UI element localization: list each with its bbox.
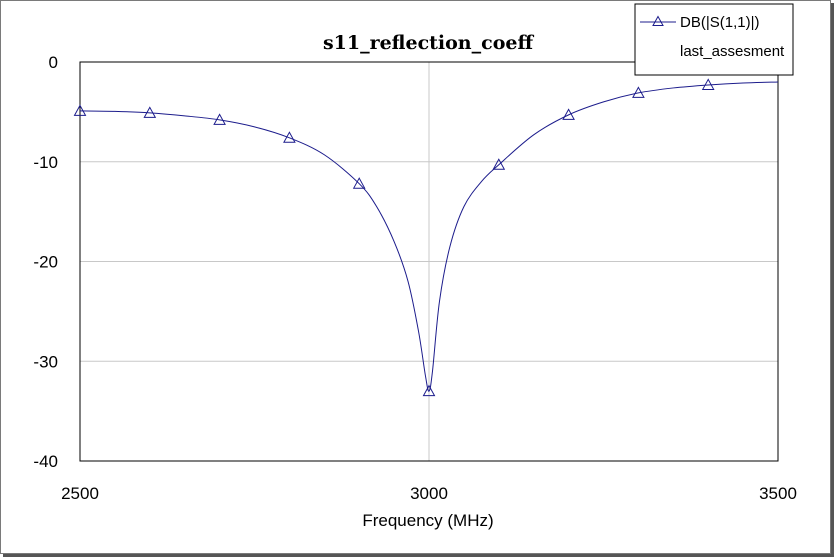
data-point-marker bbox=[701, 78, 715, 90]
series-layer bbox=[73, 78, 779, 397]
plot-area-border bbox=[79, 61, 779, 462]
data-point-marker bbox=[562, 108, 575, 120]
x-tick-label: 3500 bbox=[759, 484, 797, 503]
legend-box bbox=[634, 3, 794, 76]
y-tick-label: -30 bbox=[33, 352, 58, 371]
data-point-marker bbox=[73, 104, 87, 116]
data-point-marker bbox=[352, 177, 366, 189]
data-point-marker bbox=[422, 384, 436, 397]
grid bbox=[80, 62, 778, 461]
y-tick-label: -20 bbox=[33, 253, 58, 272]
data-point-marker bbox=[213, 113, 226, 125]
data-point-marker bbox=[492, 158, 506, 170]
data-point-marker bbox=[143, 106, 157, 118]
y-tick-label: -10 bbox=[33, 153, 58, 172]
data-point-marker bbox=[632, 86, 645, 98]
series-line bbox=[79, 81, 779, 392]
legend-series-name: DB(|S(1,1)|) bbox=[680, 14, 759, 31]
y-tick-label: 0 bbox=[49, 53, 58, 72]
data-point-marker bbox=[283, 131, 296, 143]
x-tick-label: 3000 bbox=[410, 484, 448, 503]
x-tick-label: 2500 bbox=[61, 484, 99, 503]
legend: DB(|S(1,1)|) last_assesment bbox=[634, 3, 794, 76]
y-tick-label: -40 bbox=[33, 452, 58, 471]
x-axis-label: Frequency (MHz) bbox=[362, 511, 493, 530]
legend-subtitle: last_assesment bbox=[680, 43, 785, 60]
legend-triangle-marker bbox=[652, 15, 664, 26]
chart-title: s11_reflection_coeff bbox=[323, 32, 535, 54]
